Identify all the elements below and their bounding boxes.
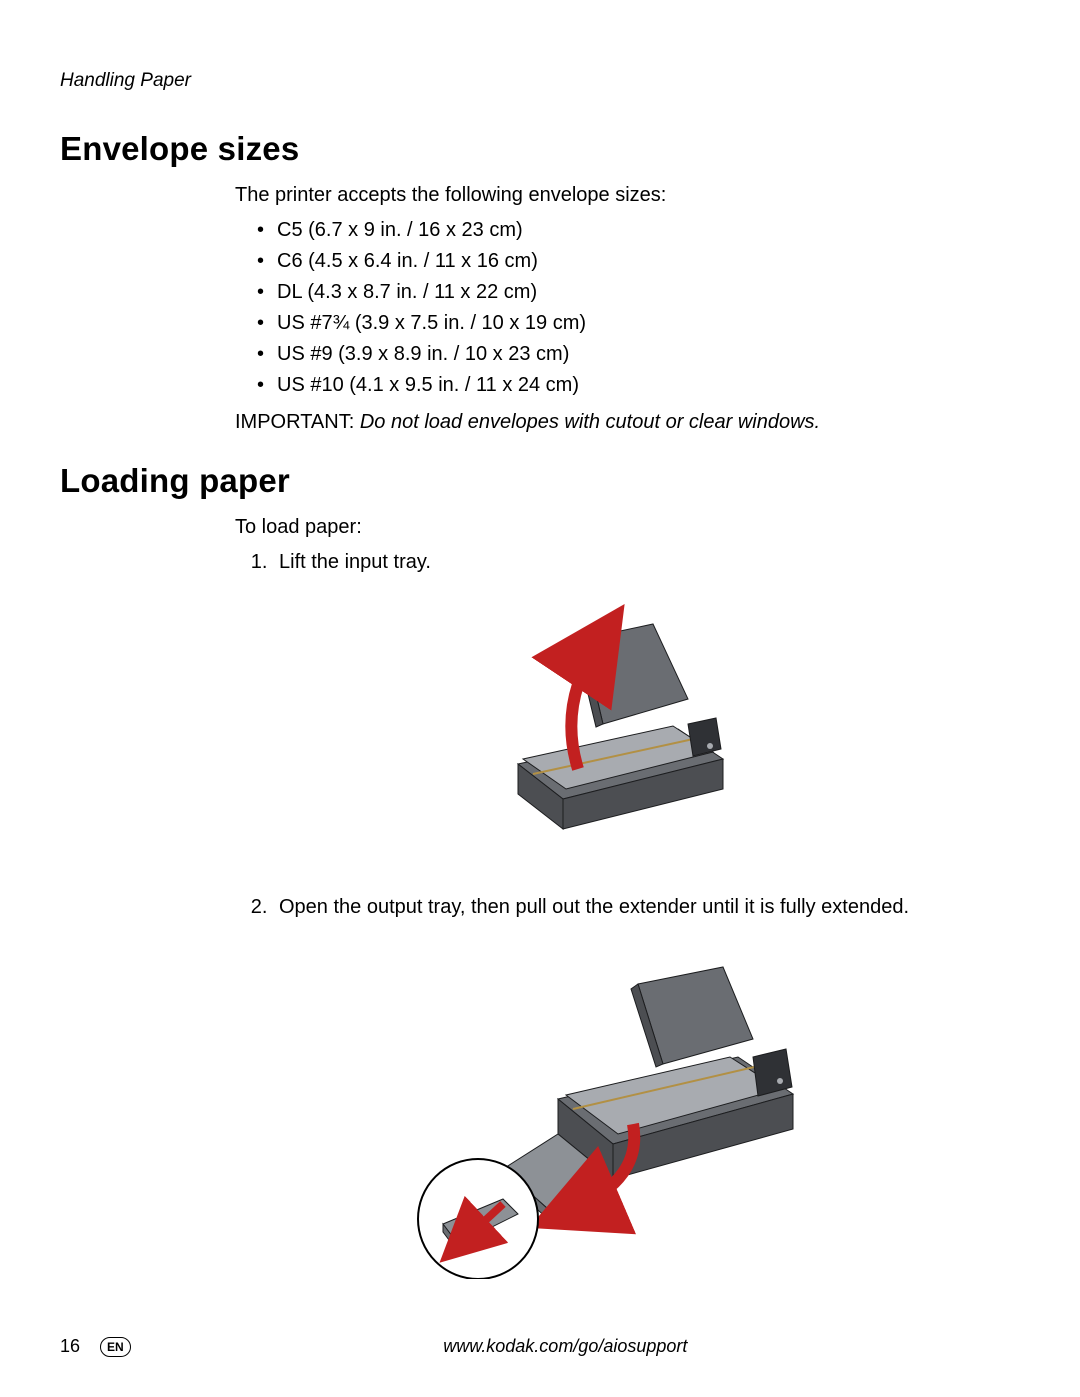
figure-open-output-tray: [235, 949, 1000, 1287]
list-item: US #7¾ (3.9 x 7.5 in. / 10 x 19 cm): [235, 310, 1000, 337]
loading-steps: Lift the input tray.: [235, 549, 1000, 576]
page-footer: 16 EN www.kodak.com/go/aiosupport: [60, 1336, 1000, 1357]
manual-page: Handling Paper Envelope sizes The printe…: [0, 0, 1080, 1397]
loading-steps-2: Open the output tray, then pull out the …: [235, 894, 1000, 921]
list-item: US #10 (4.1 x 9.5 in. / 11 x 24 cm): [235, 372, 1000, 399]
list-item: C6 (4.5 x 6.4 in. / 11 x 16 cm): [235, 248, 1000, 275]
language-badge: EN: [100, 1337, 131, 1357]
important-label: IMPORTANT:: [235, 411, 354, 433]
list-item: US #9 (3.9 x 8.9 in. / 10 x 23 cm): [235, 341, 1000, 368]
printer-illustration-1: [488, 604, 748, 854]
running-head: Handling Paper: [60, 70, 1000, 92]
envelope-body: The printer accepts the following envelo…: [235, 182, 1000, 436]
loading-body: To load paper: Lift the input tray.: [235, 514, 1000, 1287]
envelope-size-list: C5 (6.7 x 9 in. / 16 x 23 cm) C6 (4.5 x …: [235, 217, 1000, 399]
figure-lift-input-tray: [235, 604, 1000, 862]
step-1: Lift the input tray.: [273, 549, 1000, 576]
envelope-intro: The printer accepts the following envelo…: [235, 182, 1000, 209]
support-url: www.kodak.com/go/aiosupport: [131, 1336, 1000, 1357]
printer-illustration-2: [408, 949, 828, 1279]
list-item: C5 (6.7 x 9 in. / 16 x 23 cm): [235, 217, 1000, 244]
heading-loading-paper: Loading paper: [60, 462, 1000, 500]
loading-intro: To load paper:: [235, 514, 1000, 541]
page-number: 16: [60, 1336, 90, 1357]
important-note: IMPORTANT: Do not load envelopes with cu…: [235, 409, 1000, 436]
step-2: Open the output tray, then pull out the …: [273, 894, 1000, 921]
list-item: DL (4.3 x 8.7 in. / 11 x 22 cm): [235, 279, 1000, 306]
important-text: Do not load envelopes with cutout or cle…: [360, 411, 820, 433]
heading-envelope-sizes: Envelope sizes: [60, 130, 1000, 168]
